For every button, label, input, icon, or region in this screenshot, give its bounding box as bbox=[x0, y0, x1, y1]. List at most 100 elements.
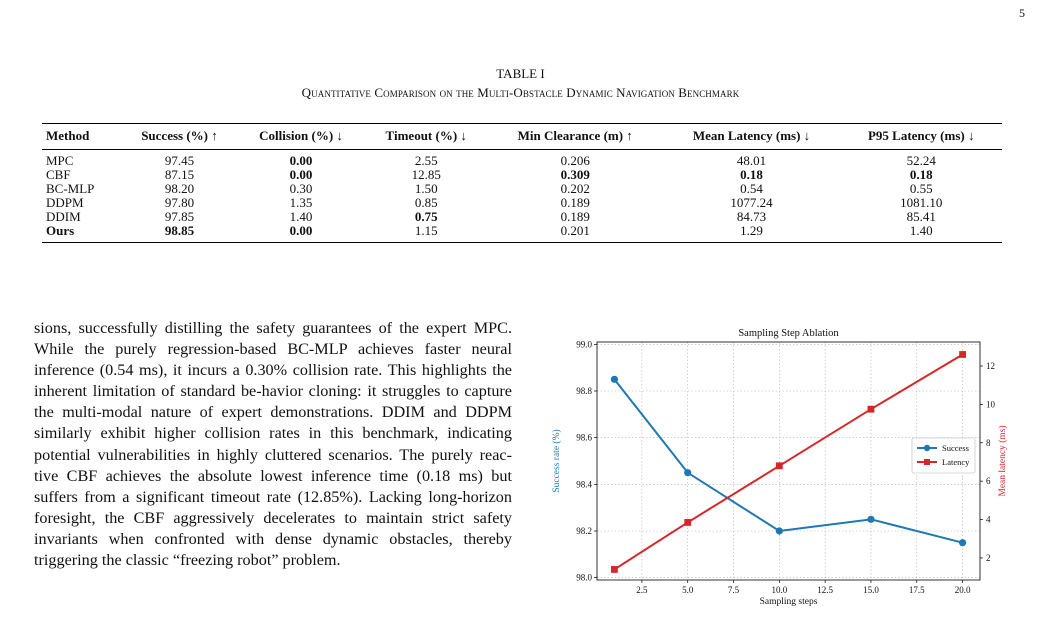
table-cell: 0.00 bbox=[289, 167, 313, 182]
table-cell: 0.00 bbox=[289, 223, 313, 238]
table-cell: 97.45 bbox=[164, 153, 195, 168]
table-cell: 1081.10 bbox=[900, 195, 943, 210]
data-point bbox=[867, 515, 875, 523]
y-tick-label: 98.6 bbox=[576, 433, 592, 443]
data-point bbox=[684, 519, 692, 526]
data-point bbox=[684, 469, 692, 477]
table-cell: 2.55 bbox=[414, 153, 438, 168]
y-tick-label: 98.8 bbox=[576, 386, 592, 396]
data-point bbox=[867, 405, 875, 413]
table-cell: 97.80 bbox=[164, 195, 195, 210]
table-cell: Ours bbox=[46, 223, 75, 238]
y-right-tick-label: 6 bbox=[986, 476, 991, 486]
table-cell: 87.15 bbox=[164, 167, 195, 182]
legend-marker bbox=[923, 444, 931, 452]
plot-frame bbox=[596, 341, 981, 581]
table-cell: 1.35 bbox=[289, 195, 313, 210]
table-cell: 97.85 bbox=[164, 209, 195, 224]
column-header: P95 Latency (ms) ↓ bbox=[867, 128, 975, 143]
y-tick-label: 99.0 bbox=[576, 339, 592, 349]
x-tick-label: 2.5 bbox=[636, 585, 648, 595]
body-paragraph: sions, successfully distilling the safet… bbox=[34, 318, 512, 635]
table-cell: 48.01 bbox=[736, 153, 767, 168]
table-cell: 0.18 bbox=[740, 167, 763, 182]
table-cell: DDPM bbox=[46, 195, 84, 210]
results-table: Method Success (%) ↑ Collision (%) ↓ Timeou… bbox=[42, 123, 1002, 243]
table-cell: 0.189 bbox=[560, 209, 590, 224]
table-caption: Quantitative Comparison on the Multi-Obs… bbox=[301, 85, 740, 100]
table-cell: 1.50 bbox=[414, 181, 438, 196]
x-tick-label: 12.5 bbox=[817, 585, 833, 595]
table-header-row: Method Success (%) ↑ Collision (%) ↓ Timeou… bbox=[42, 123, 1002, 150]
x-axis-label: Sampling steps bbox=[760, 597, 818, 607]
table-cell: 0.30 bbox=[289, 181, 313, 196]
table-cell: 84.73 bbox=[736, 209, 767, 224]
table-row: DDPM 97.80 1.35 0.85 0.189 1077.24 1081.10 bbox=[42, 196, 1002, 210]
legend-marker bbox=[924, 459, 930, 465]
table-cell: 1077.24 bbox=[730, 195, 773, 210]
table-label: TABLE I bbox=[496, 66, 545, 81]
data-point bbox=[775, 527, 783, 535]
table-cell: 1.40 bbox=[289, 209, 313, 224]
column-header: Method bbox=[46, 128, 90, 143]
table-cell: 1.15 bbox=[414, 223, 438, 238]
data-point bbox=[610, 375, 619, 383]
table-cell: 0.189 bbox=[560, 195, 590, 210]
table-cell: 1.40 bbox=[909, 223, 933, 238]
y-right-tick-label: 2 bbox=[986, 553, 991, 563]
paragraph-text: sions, successfully distilling the safet… bbox=[34, 319, 512, 570]
column-header: Success (%) ↑ bbox=[141, 128, 218, 143]
chart-title: Sampling Step Ablation bbox=[738, 328, 839, 339]
table-cell: BC-MLP bbox=[46, 181, 95, 196]
x-tick-label: 7.5 bbox=[728, 585, 740, 595]
legend-label: Success bbox=[942, 443, 969, 453]
table-cell: 0.54 bbox=[740, 181, 763, 196]
table-cell: CBF bbox=[46, 167, 71, 182]
x-tick-label: 17.5 bbox=[909, 585, 925, 595]
table-cell: 12.85 bbox=[411, 167, 441, 182]
y-right-tick-label: 12 bbox=[986, 361, 995, 371]
x-tick-label: 5.0 bbox=[682, 585, 694, 595]
table-cell: 0.202 bbox=[560, 181, 590, 196]
table-cell: 0.75 bbox=[414, 209, 438, 224]
y-tick-label: 98.0 bbox=[576, 573, 592, 583]
table-row: MPC 97.45 0.00 2.55 0.206 48.01 52.24 bbox=[42, 150, 1002, 169]
table-cell: 52.24 bbox=[906, 153, 936, 168]
table-cell: 98.20 bbox=[164, 181, 195, 196]
table-cell: 98.85 bbox=[164, 223, 195, 238]
table-cell: DDIM bbox=[46, 209, 81, 224]
data-point bbox=[959, 351, 966, 358]
column-header: Min Clearance (m) ↑ bbox=[517, 128, 633, 143]
page-number: 5 bbox=[1019, 6, 1025, 20]
x-tick-label: 10.0 bbox=[771, 585, 787, 595]
table-cell: 0.309 bbox=[560, 167, 590, 182]
x-tick-label: 15.0 bbox=[863, 585, 879, 595]
table-cell: 85.41 bbox=[906, 209, 936, 224]
table-cell: MPC bbox=[46, 153, 74, 168]
table-cell: 0.201 bbox=[560, 223, 590, 238]
y-tick-label: 98.4 bbox=[576, 479, 592, 489]
column-header: Collision (%) ↓ bbox=[259, 128, 343, 143]
y-tick-label: 98.2 bbox=[576, 526, 592, 536]
column-header: Mean Latency (ms) ↓ bbox=[692, 128, 811, 143]
table-cell: 0.85 bbox=[414, 195, 438, 210]
x-tick-label: 20.0 bbox=[955, 585, 971, 595]
y-right-tick-label: 4 bbox=[986, 515, 991, 525]
table-cell: 1.29 bbox=[740, 223, 763, 238]
legend-label: Latency bbox=[942, 457, 970, 467]
data-point bbox=[775, 462, 783, 470]
table-row: Ours 98.85 0.00 1.15 0.201 1.29 1.40 bbox=[42, 224, 1002, 243]
data-point bbox=[958, 539, 967, 547]
table-cell: 0.18 bbox=[909, 167, 933, 182]
column-header: Timeout (%) ↓ bbox=[385, 128, 467, 143]
y-right-tick-label: 10 bbox=[986, 399, 996, 409]
y-axis-label: Success rate (%) bbox=[551, 429, 562, 492]
y-right-tick-label: 8 bbox=[986, 438, 991, 448]
data-point bbox=[611, 566, 618, 573]
series-line-latency bbox=[613, 353, 964, 571]
table-cell: 0.55 bbox=[909, 181, 933, 196]
table-cell: 0.00 bbox=[289, 153, 313, 168]
y-right-axis-label: Mean latency (ms) bbox=[997, 425, 1008, 496]
table-row: BC-MLP 98.20 0.30 1.50 0.202 0.54 0.55 bbox=[42, 182, 1002, 196]
sampling-step-chart: 2.5 5.0 7.5 10.0 12.5 15.0 17.5 20.0 98.0 98.2 98.… bbox=[551, 328, 1008, 607]
